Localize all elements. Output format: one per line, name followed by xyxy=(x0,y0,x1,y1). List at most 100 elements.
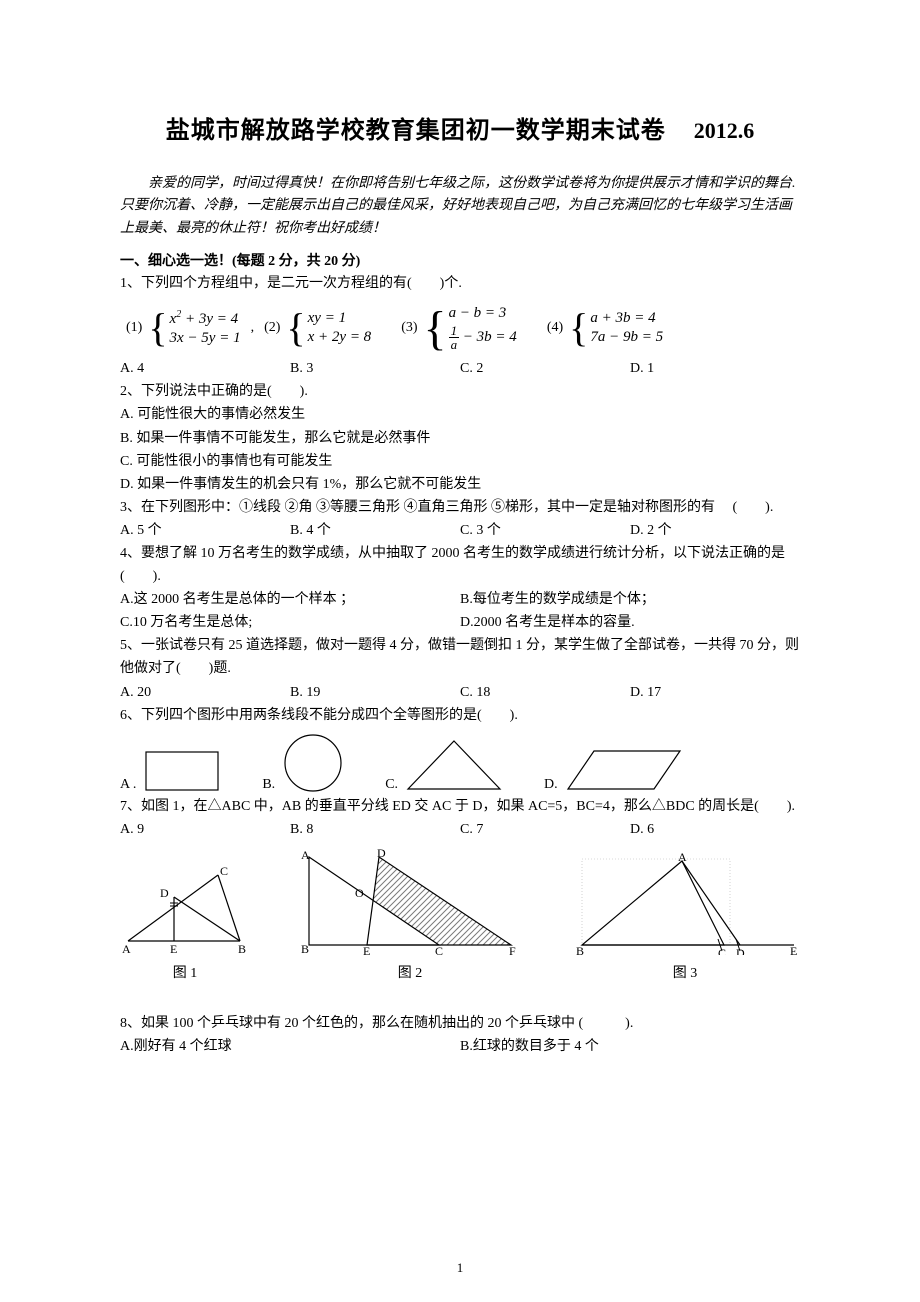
q1-eq1-label: (1) xyxy=(126,320,142,336)
q4-opt-d: D.2000 名考生是样本的容量. xyxy=(460,611,800,634)
q6-stem: 6、下列四个图形中用两条线段不能分成四个全等图形的是( ). xyxy=(120,704,800,727)
q1-eq3-label: (3) xyxy=(401,320,417,336)
q1-eq3-rest: − 3b = 4 xyxy=(463,329,517,345)
q6-label-d: D. xyxy=(544,777,558,793)
fig1-D: D xyxy=(160,886,169,900)
q1-eq1-stack: x2 + 3y = 4 3x − 5y = 1 xyxy=(170,309,241,347)
q4-opt-b: B.每位考生的数学成绩是个体； xyxy=(460,588,800,611)
figure-1-svg: A B E C D xyxy=(120,861,250,955)
q1-opt-b: B. 3 xyxy=(290,357,460,380)
rectangle-icon xyxy=(142,749,222,793)
fig1-C: C xyxy=(220,864,228,878)
q7-opt-c: C. 7 xyxy=(460,818,630,841)
exam-page: 盐城市解放路学校教育集团初一数学期末试卷 2012.6 亲爱的同学，时间过得真快… xyxy=(0,0,920,1302)
q1-eq4-line2: 7a − 9b = 5 xyxy=(590,329,663,346)
q4-stem: 4、要想了解 10 万名考生的数学成绩，从中抽取了 2000 名考生的数学成绩进… xyxy=(120,542,800,588)
q8-options: A.刚好有 4 个红球 B.红球的数目多于 4 个 xyxy=(120,1035,800,1058)
q8-stem: 8、如果 100 个乒乓球中有 20 个红色的，那么在随机抽出的 20 个乒乓球… xyxy=(120,1012,800,1035)
q5-opt-d: D. 17 xyxy=(630,681,800,704)
q6-shapes: A . B. C. D. xyxy=(120,733,800,793)
fig2-B: B xyxy=(301,942,309,955)
q3-opt-d: D. 2 个 xyxy=(630,519,800,542)
q3-options: A. 5 个 B. 4 个 C. 3 个 D. 2 个 xyxy=(120,519,800,542)
figure-1: A B E C D 图 1 xyxy=(120,861,250,982)
fig2-D: D xyxy=(377,847,386,860)
q1-comma: , xyxy=(251,320,255,336)
q4-opt-a: A.这 2000 名考生是总体的一个样本 ； xyxy=(120,588,460,611)
figure-2: O A D B E C F 图 2 xyxy=(287,847,533,982)
q5-opt-c: C. 18 xyxy=(460,681,630,704)
q7-opt-b: B. 8 xyxy=(290,818,460,841)
q7-stem: 7、如图 1，在△ABC 中，AB 的垂直平分线 ED 交 AC 于 D，如果 … xyxy=(120,795,800,818)
q1-eq-group-3: (3) { a − b = 3 1 a − 3b = 4 xyxy=(401,305,517,351)
q1-eq-group-4: (4) { a + 3b = 4 7a − 9b = 5 xyxy=(547,310,663,346)
q5-opt-b: B. 19 xyxy=(290,681,460,704)
figure-1-caption: 图 1 xyxy=(120,962,250,982)
brace-icon: { xyxy=(424,307,447,350)
q1-equations: (1) { x2 + 3y = 4 3x − 5y = 1 , (2) { xy… xyxy=(120,305,800,351)
q5-stem: 5、一张试卷只有 25 道选择题，做对一题得 4 分，做错一题倒扣 1 分，某学… xyxy=(120,634,800,680)
q3-opt-a: A. 5 个 xyxy=(120,519,290,542)
figures-row: A B E C D 图 1 xyxy=(120,847,800,982)
figure-3-svg: A B C D E xyxy=(570,851,800,955)
q6-shape-d: D. xyxy=(544,747,684,793)
fig1-B: B xyxy=(238,942,246,955)
circle-icon xyxy=(281,733,345,793)
section-1-heading: 一、细心选一选！(每题 2 分，共 20 分) xyxy=(120,250,800,270)
page-date: 2012.6 xyxy=(694,118,755,144)
frac-den: a xyxy=(449,338,460,351)
fig2-E: E xyxy=(363,944,370,955)
q2-opt-c: C. 可能性很小的事情也有可能发生 xyxy=(120,450,800,473)
q6-shape-c: C. xyxy=(385,737,504,793)
q1-eq3-stack: a − b = 3 1 a − 3b = 4 xyxy=(449,305,517,351)
q8-opt-b: B.红球的数目多于 4 个 xyxy=(460,1035,800,1058)
q4-options-row2: C.10 万名考生是总体; D.2000 名考生是样本的容量. xyxy=(120,611,800,634)
fig1-A: A xyxy=(122,942,131,955)
fig2-C: C xyxy=(435,944,443,955)
q6-shape-b: B. xyxy=(262,733,345,793)
q1-opt-a: A. 4 xyxy=(120,357,290,380)
q1-opt-d: D. 1 xyxy=(630,357,800,380)
title-row: 盐城市解放路学校教育集团初一数学期末试卷 2012.6 xyxy=(120,110,800,145)
q1-eq2-line1: xy = 1 xyxy=(308,310,372,327)
brace-icon: { xyxy=(286,310,305,346)
q1-eq2-line2: x + 2y = 8 xyxy=(308,329,372,346)
fig3-E: E xyxy=(790,944,797,955)
frac-num: 1 xyxy=(449,324,460,338)
q1-stem: 1、下列四个方程组中，是二元一次方程组的有( )个. xyxy=(120,272,800,295)
fig3-A: A xyxy=(678,851,687,864)
q1-eq1-line1: x2 + 3y = 4 xyxy=(170,309,241,328)
q1-eq3-line2: 1 a − 3b = 4 xyxy=(449,324,517,351)
q6-shape-a: A . xyxy=(120,749,222,793)
q2-opt-a: A. 可能性很大的事情必然发生 xyxy=(120,403,800,426)
q7-options: A. 9 B. 8 C. 7 D. 6 xyxy=(120,818,800,841)
brace-icon: { xyxy=(148,310,167,346)
q1-eq-group-2: (2) { xy = 1 x + 2y = 8 xyxy=(264,310,371,346)
q7-opt-a: A. 9 xyxy=(120,818,290,841)
fig3-D: D xyxy=(736,946,745,955)
figure-3-caption: 图 3 xyxy=(570,962,800,982)
intro-paragraph: 亲爱的同学，时间过得真快！在你即将告别七年级之际，这份数学试卷将为你提供展示才情… xyxy=(120,173,800,240)
q7-opt-d: D. 6 xyxy=(630,818,800,841)
q3-stem: 3、在下列图形中：①线段 ②角 ③等腰三角形 ④直角三角形 ⑤梯形，其中一定是轴… xyxy=(120,496,800,519)
q1-options: A. 4 B. 3 C. 2 D. 1 xyxy=(120,357,800,380)
q1-eq3-line1: a − b = 3 xyxy=(449,305,517,322)
brace-icon: { xyxy=(569,310,588,346)
q4-options-row1: A.这 2000 名考生是总体的一个样本 ； B.每位考生的数学成绩是个体； xyxy=(120,588,800,611)
fig2-F: F xyxy=(509,944,516,955)
fig3-B: B xyxy=(576,944,584,955)
q8-opt-a: A.刚好有 4 个红球 xyxy=(120,1035,460,1058)
q5-opt-a: A. 20 xyxy=(120,681,290,704)
q6-label-b: B. xyxy=(262,777,275,793)
figure-2-svg: O A D B E C F xyxy=(287,847,533,955)
q1-eq2-label: (2) xyxy=(264,320,280,336)
fig1-E: E xyxy=(170,942,177,955)
q1-eq2-stack: xy = 1 x + 2y = 8 xyxy=(308,310,372,346)
q1-eq-group-1: (1) { x2 + 3y = 4 3x − 5y = 1 xyxy=(126,309,241,347)
q2-opt-b: B. 如果一件事情不可能发生，那么它就是必然事件 xyxy=(120,427,800,450)
q6-label-a: A . xyxy=(120,777,136,793)
parallelogram-icon xyxy=(564,747,684,793)
q1-eq4-label: (4) xyxy=(547,320,563,336)
fig2-A: A xyxy=(301,848,310,862)
q3-opt-c: C. 3 个 xyxy=(460,519,630,542)
